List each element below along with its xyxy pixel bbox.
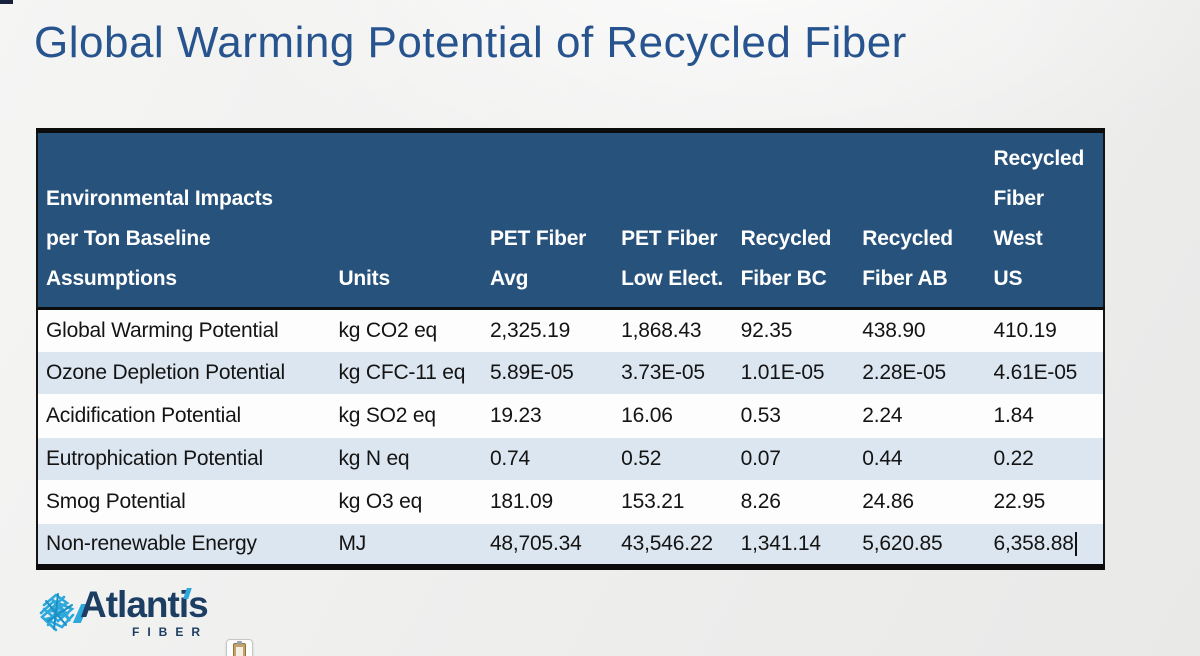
value-cell[interactable]: 2.28E-05 bbox=[854, 351, 986, 395]
table-row: Global Warming Potential kg CO2 eq 2,325… bbox=[37, 308, 1104, 352]
fiber-ball-icon bbox=[39, 593, 75, 632]
corner-artifact bbox=[0, 0, 13, 4]
value-cell[interactable]: 0.22 bbox=[985, 437, 1104, 481]
value-cell[interactable]: 5.89E-05 bbox=[481, 351, 614, 395]
column-header-assumptions[interactable]: Environmental Impacts per Ton Baseline A… bbox=[37, 130, 331, 310]
column-header-units[interactable]: Units bbox=[330, 130, 482, 310]
value-cell[interactable]: 0.53 bbox=[732, 394, 855, 438]
table-row: Acidification Potential kg SO2 eq 19.23 … bbox=[37, 394, 1104, 438]
text-cursor bbox=[1074, 531, 1077, 556]
value-cell[interactable]: 1.84 bbox=[985, 394, 1104, 438]
table-row: Non-renewable Energy MJ 48,705.34 43,546… bbox=[37, 523, 1104, 567]
logo-tagline: FIBER bbox=[132, 625, 208, 639]
units-cell[interactable]: kg CFC-11 eq bbox=[330, 351, 482, 395]
units-cell[interactable]: MJ bbox=[330, 523, 482, 567]
table-header-row: Environmental Impacts per Ton Baseline A… bbox=[37, 130, 1104, 310]
table-row: Eutrophication Potential kg N eq 0.74 0.… bbox=[37, 437, 1104, 481]
row-label-cell[interactable]: Acidification Potential bbox=[37, 394, 331, 438]
row-label-cell[interactable]: Global Warming Potential bbox=[46, 318, 279, 342]
units-cell[interactable]: kg SO2 eq bbox=[330, 394, 482, 438]
row-label-cell[interactable]: Non-renewable Energy bbox=[37, 523, 331, 567]
row-label-cell[interactable]: Smog Potential bbox=[37, 480, 331, 524]
atlantis-fiber-logo: Atlantis FIBER bbox=[36, 584, 266, 646]
units-cell[interactable]: kg O3 eq bbox=[330, 480, 482, 524]
value-cell[interactable]: 181.09 bbox=[481, 480, 614, 524]
column-header-recycled-fiber-west-us[interactable]: Recycled Fiber West US bbox=[985, 130, 1104, 310]
column-header-pet-fiber-avg[interactable]: PET Fiber Avg bbox=[481, 130, 614, 310]
value-cell[interactable]: 0.44 bbox=[854, 437, 986, 481]
value-cell[interactable]: 22.95 bbox=[985, 480, 1104, 524]
value-cell[interactable]: 19.23 bbox=[481, 394, 614, 438]
value-cell[interactable]: 1.01E-05 bbox=[732, 351, 855, 395]
row-label-cell[interactable]: Eutrophication Potential bbox=[37, 437, 331, 481]
value-cell[interactable]: 2.24 bbox=[854, 394, 986, 438]
value-cell[interactable]: 0.07 bbox=[732, 437, 855, 481]
slide-title[interactable]: Global Warming Potential of Recycled Fib… bbox=[34, 18, 907, 67]
value-cell[interactable]: 1,868.43 bbox=[621, 318, 702, 342]
column-header-recycled-fiber-ab[interactable]: Recycled Fiber AB bbox=[854, 130, 986, 310]
value-cell-text: 6,358.88 bbox=[993, 531, 1074, 555]
value-cell[interactable]: 0.52 bbox=[613, 437, 733, 481]
column-header-recycled-fiber-bc[interactable]: Recycled Fiber BC bbox=[732, 130, 855, 310]
value-cell[interactable]: 4.61E-05 bbox=[985, 351, 1104, 395]
value-cell[interactable]: 92.35 bbox=[740, 318, 793, 342]
value-cell[interactable]: 438.90 bbox=[862, 318, 926, 342]
value-cell[interactable]: 3.73E-05 bbox=[613, 351, 733, 395]
units-cell[interactable]: kg CO2 eq bbox=[338, 318, 438, 342]
value-cell[interactable]: 1,341.14 bbox=[732, 523, 855, 567]
value-cell[interactable]: 5,620.85 bbox=[854, 523, 986, 567]
value-cell[interactable]: 8.26 bbox=[732, 480, 855, 524]
value-cell[interactable]: 48,705.34 bbox=[481, 523, 614, 567]
table-row: Ozone Depletion Potential kg CFC-11 eq 5… bbox=[37, 351, 1104, 395]
value-cell[interactable]: 16.06 bbox=[613, 394, 733, 438]
value-cell[interactable]: 410.19 bbox=[993, 318, 1057, 342]
clipboard-icon bbox=[233, 641, 246, 656]
value-cell[interactable]: 153.21 bbox=[613, 480, 733, 524]
column-header-pet-fiber-low-elect[interactable]: PET Fiber Low Elect. bbox=[613, 130, 733, 310]
units-cell[interactable]: kg N eq bbox=[330, 437, 482, 481]
row-label-cell[interactable]: Ozone Depletion Potential bbox=[37, 351, 331, 395]
environmental-impacts-table[interactable]: Environmental Impacts per Ton Baseline A… bbox=[36, 128, 1105, 570]
paste-options-button[interactable] bbox=[226, 639, 253, 656]
table-row: Smog Potential kg O3 eq 181.09 153.21 8.… bbox=[37, 480, 1104, 524]
value-cell[interactable]: 2,325.19 bbox=[489, 318, 571, 342]
value-cell[interactable]: 24.86 bbox=[854, 480, 986, 524]
value-cell[interactable]: 6,358.88 bbox=[985, 523, 1104, 567]
value-cell[interactable]: 43,546.22 bbox=[613, 523, 733, 567]
value-cell[interactable]: 0.74 bbox=[481, 437, 614, 481]
